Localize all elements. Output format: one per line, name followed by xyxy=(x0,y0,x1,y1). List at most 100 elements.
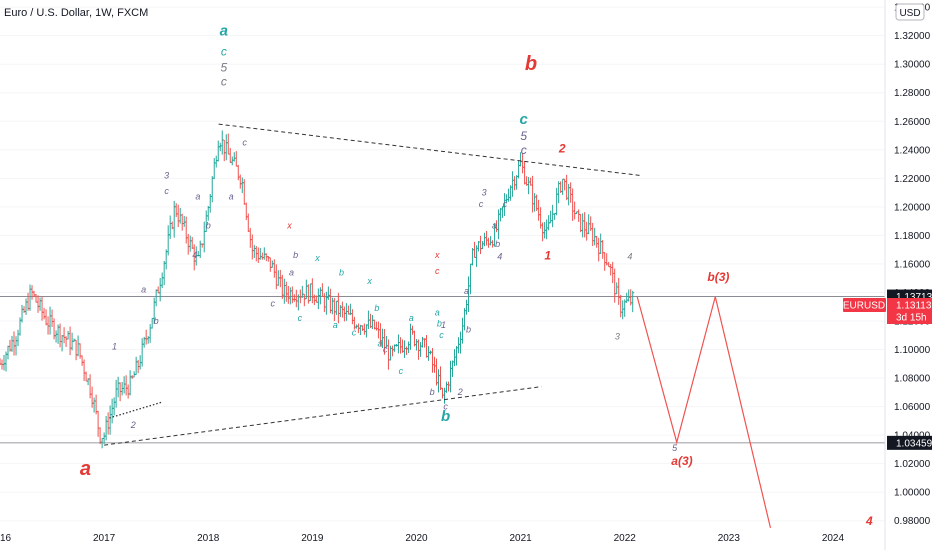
ohlc-bar xyxy=(230,156,234,166)
trendlines xyxy=(104,123,641,446)
ohlc-bar xyxy=(182,216,186,227)
ohlc-bar xyxy=(471,247,475,266)
wave-label: c xyxy=(383,344,388,354)
wave-label: c xyxy=(479,199,484,209)
price-bars xyxy=(0,130,635,449)
ohlc-bar xyxy=(625,292,629,303)
ohlc-bar xyxy=(485,230,489,246)
ohlc-bar xyxy=(24,298,28,315)
price-tick-label: 1.32000 xyxy=(894,31,931,42)
ohlc-bar xyxy=(302,293,306,307)
wave-label: 5 xyxy=(672,443,678,453)
ohlc-bar xyxy=(370,314,374,330)
ohlc-bar xyxy=(54,330,58,343)
wave-label: a xyxy=(435,307,440,317)
ohlc-bar xyxy=(346,305,350,315)
wave-label: a(3) xyxy=(671,454,692,468)
wave-label: c xyxy=(164,186,169,196)
price-tick-label: 1.10000 xyxy=(894,345,931,356)
ohlc-bar xyxy=(569,182,573,203)
ohlc-bar xyxy=(414,339,418,351)
ohlc-bar xyxy=(332,297,336,322)
ohlc-bar xyxy=(511,171,515,197)
wave-label: b xyxy=(495,239,500,249)
wave-label: a xyxy=(80,458,91,480)
ohlc-bar xyxy=(461,317,465,344)
ohlc-bar xyxy=(619,294,623,318)
ohlc-bar xyxy=(126,384,130,399)
currency-button[interactable]: USD xyxy=(895,3,925,21)
ohlc-bar xyxy=(290,286,294,304)
ohlc-bar xyxy=(108,405,112,435)
ohlc-bar xyxy=(284,281,288,302)
ohlc-bar xyxy=(549,210,553,224)
wave-label: b xyxy=(339,267,344,277)
wave-label: c xyxy=(221,75,227,89)
bar-countdown: 3d 15h xyxy=(896,313,927,324)
trendline xyxy=(104,386,542,446)
projection-path xyxy=(636,296,772,528)
ohlc-bar xyxy=(563,178,567,191)
ohlc-bar xyxy=(322,293,326,313)
ohlc-bar xyxy=(601,240,605,259)
ohlc-bar xyxy=(424,335,428,358)
ohlc-bar xyxy=(274,264,278,290)
ohlc-bar xyxy=(597,237,601,262)
ohlc-bar xyxy=(445,381,449,393)
time-tick-label: 2019 xyxy=(301,533,324,544)
price-tick-label: 1.18000 xyxy=(894,231,931,242)
price-tick-label: 1.16000 xyxy=(894,259,931,270)
wave-label: a xyxy=(409,313,414,323)
ohlc-bar xyxy=(577,209,581,222)
time-tick-label: 2016 xyxy=(0,533,12,544)
ohlc-bar xyxy=(122,376,126,394)
ohlc-bar xyxy=(28,284,32,311)
ohlc-bar xyxy=(487,237,491,248)
wave-label: c xyxy=(503,199,508,209)
ohlc-bar xyxy=(272,259,276,278)
ohlc-bar xyxy=(206,205,210,221)
wave-label: x xyxy=(314,253,320,263)
wave-label: b xyxy=(293,250,298,260)
wave-label: 3 xyxy=(164,170,169,180)
wave-label: x xyxy=(286,220,292,230)
wave-label: b xyxy=(466,324,471,334)
time-axis[interactable]: 2016 2017 2018 2019 2020 2021 2022 2023 2024 xyxy=(0,533,845,544)
ohlc-bar xyxy=(58,323,62,348)
ohlc-bar xyxy=(579,213,583,233)
wave-label: b xyxy=(525,53,537,75)
ohlc-bar xyxy=(242,179,246,205)
ohlc-bar xyxy=(350,309,354,325)
wave-label: b(3) xyxy=(707,270,729,284)
ohlc-bar xyxy=(481,241,485,250)
ohlc-bar xyxy=(324,291,328,315)
wave-label: 4 xyxy=(865,514,873,528)
ohlc-bar xyxy=(627,289,631,302)
ohlc-bar xyxy=(473,241,477,258)
wave-label: 4 xyxy=(192,250,197,260)
ohlc-bar xyxy=(160,272,164,289)
wave-label: a xyxy=(378,339,383,349)
ohlc-bar xyxy=(374,321,378,331)
wave-label: a xyxy=(141,284,146,294)
wave-label: a xyxy=(492,220,497,230)
ohlc-bar xyxy=(591,222,595,247)
time-tick-label: 2022 xyxy=(614,533,637,544)
ohlc-bar xyxy=(426,346,430,361)
wave-label: 3 xyxy=(482,187,487,197)
ohlc-bar xyxy=(499,207,503,222)
ohlc-bar xyxy=(262,247,266,260)
ohlc-bar xyxy=(334,300,338,315)
ohlc-bar xyxy=(180,213,184,231)
current-price: 1.13113 xyxy=(896,301,932,312)
wave-label: 4 xyxy=(627,252,632,262)
current-price-tag: EURUSD 1.13113 3d 15h xyxy=(843,298,932,324)
ohlc-bar xyxy=(260,252,264,260)
wave-label: b xyxy=(154,316,159,326)
ohlc-bar xyxy=(176,204,180,228)
ohlc-bar xyxy=(20,304,24,323)
ohlc-bar xyxy=(6,345,10,360)
ohlc-bar xyxy=(300,285,304,298)
price-tick-label: 1.08000 xyxy=(894,374,931,385)
